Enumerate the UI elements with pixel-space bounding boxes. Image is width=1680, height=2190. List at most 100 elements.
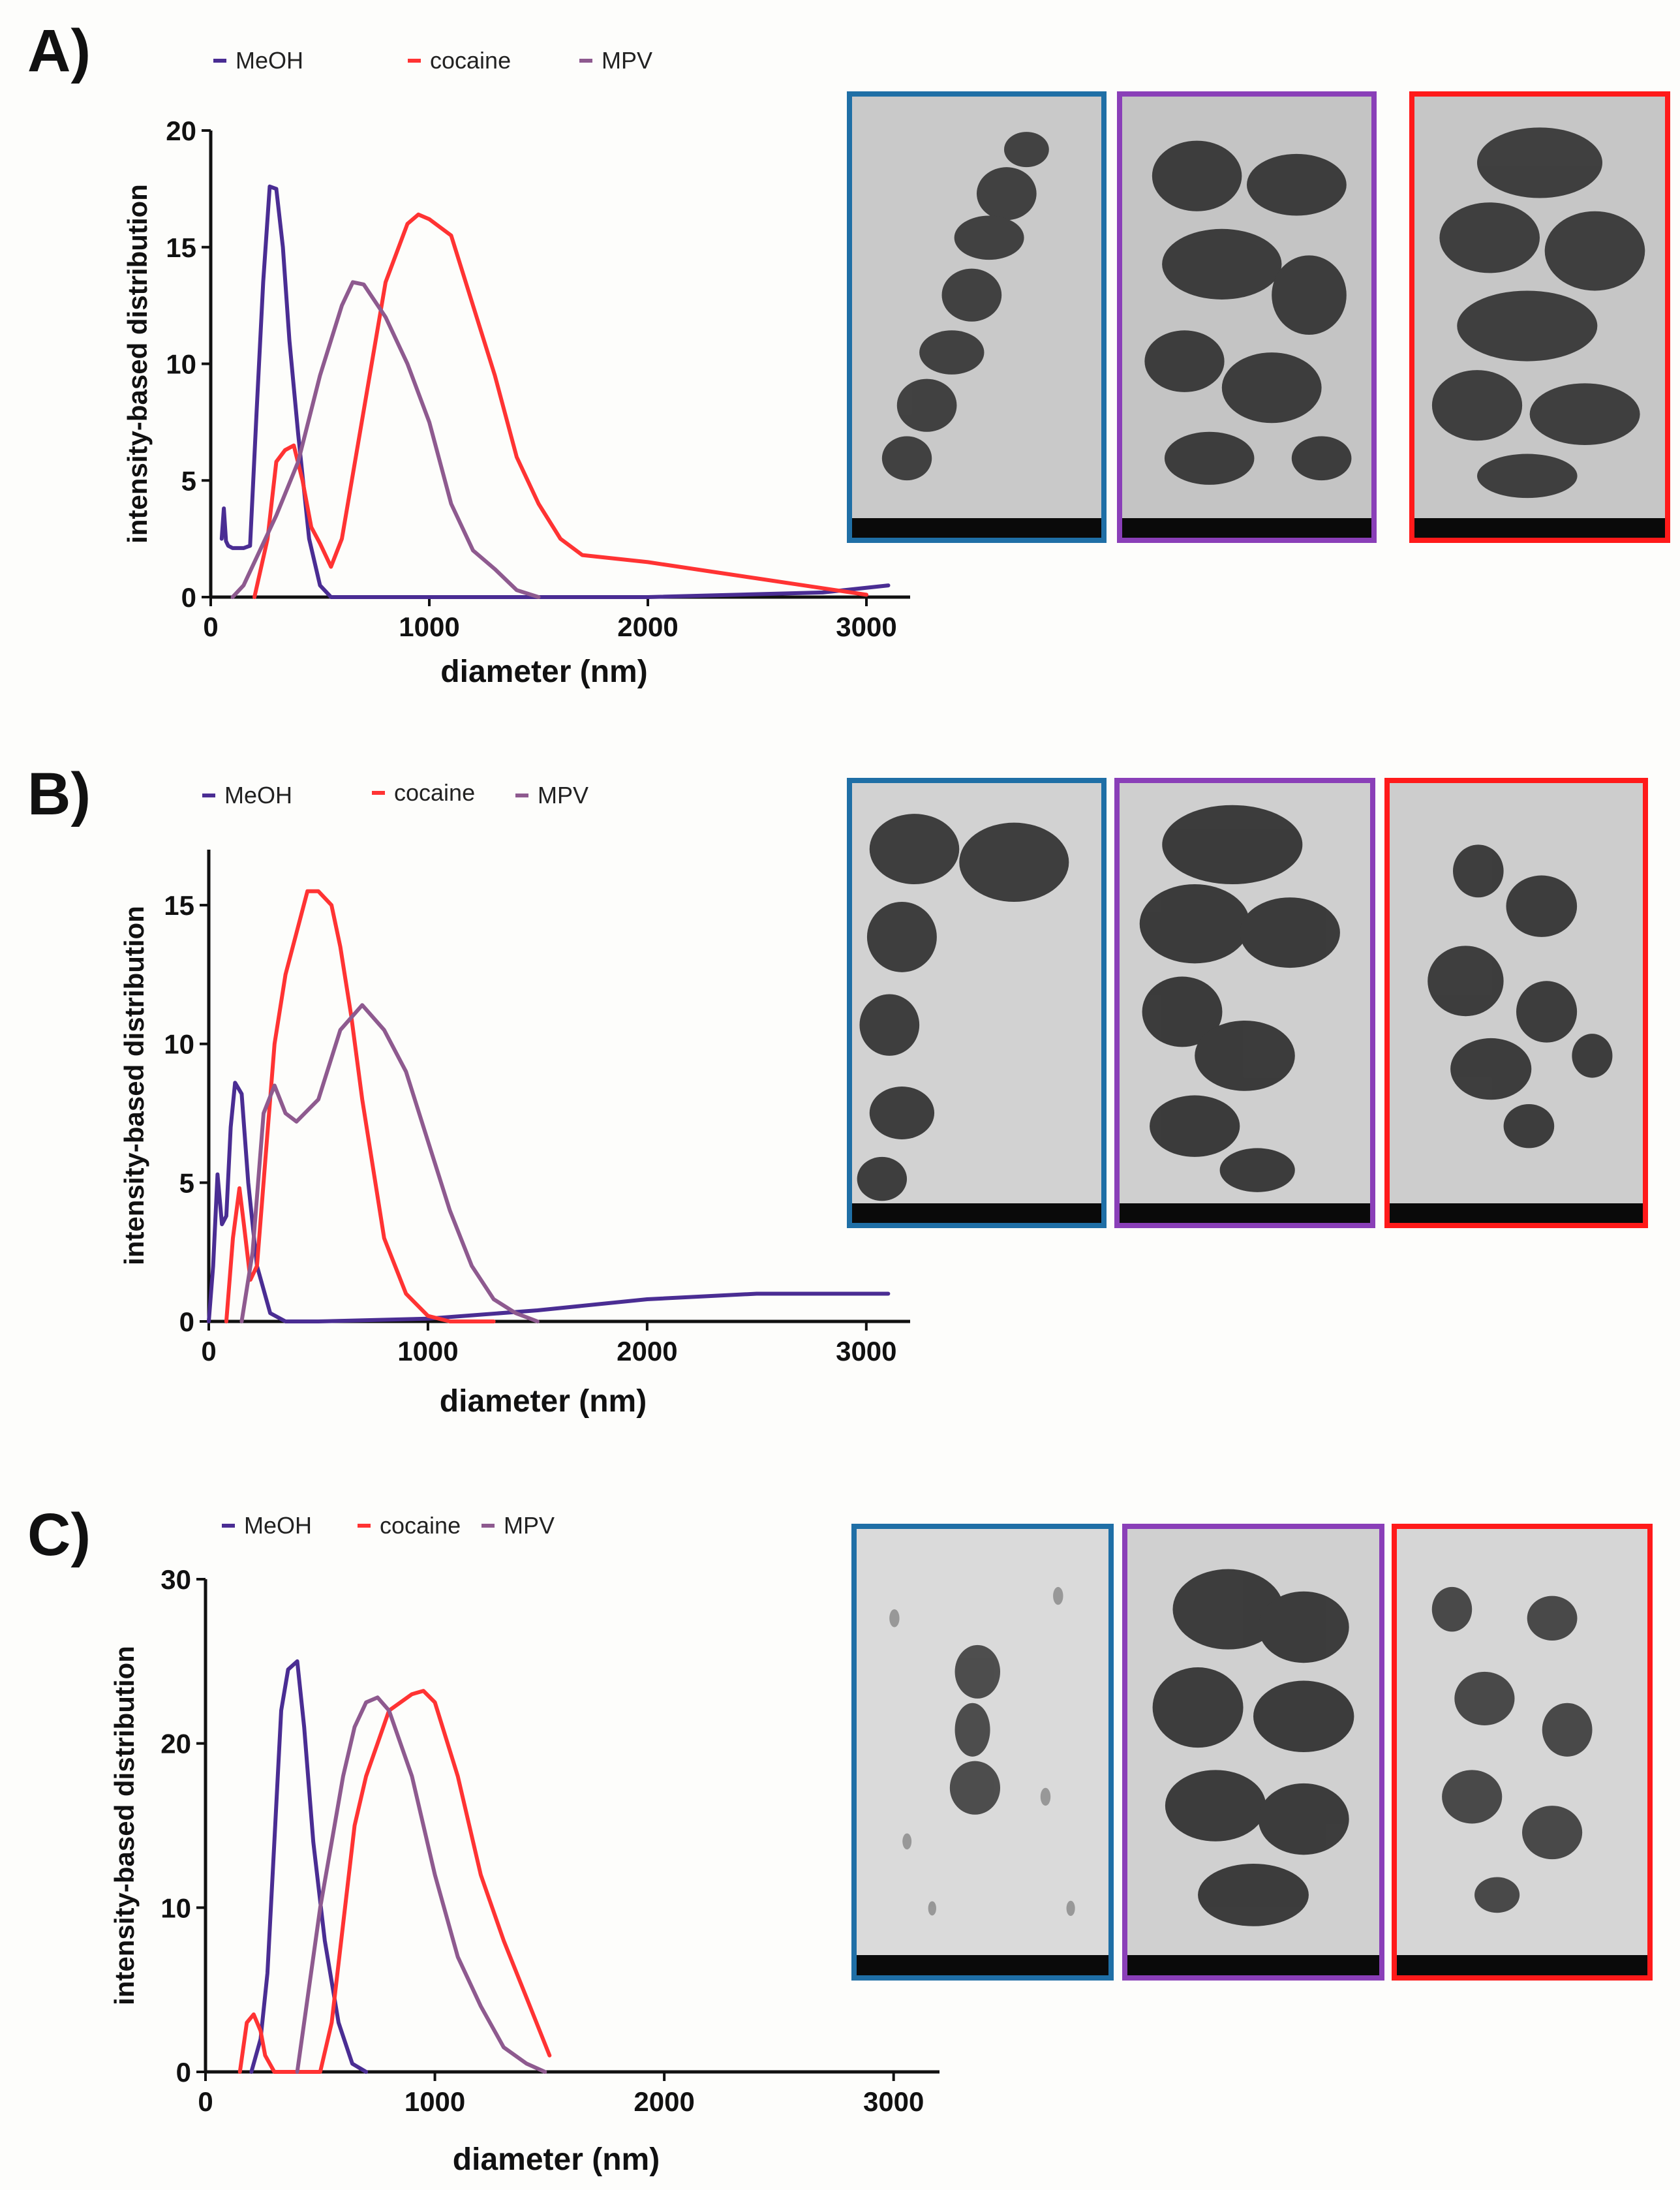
y-tick-label: 20 [166, 116, 196, 146]
y-tick-label: 10 [166, 349, 196, 380]
x-tick-label: 2000 [617, 1336, 677, 1366]
tem-image-mpv-a [1117, 91, 1377, 543]
tem-micrograph [857, 1529, 1108, 1975]
legend-swatch [358, 1524, 371, 1528]
series-line-mpv [239, 1003, 540, 1323]
x-tick-label: 1000 [397, 1336, 458, 1366]
series-line-cocaine [224, 889, 496, 1323]
tem-image-mpv-b [1114, 778, 1375, 1228]
scale-bar [1127, 1955, 1379, 1975]
x-tick-label: 3000 [836, 611, 896, 642]
tem-micrograph [1397, 1529, 1647, 1975]
y-tick-label: 10 [160, 1892, 191, 1923]
tem-image-cocaine-c [1392, 1524, 1653, 1981]
y-tick-label: 15 [166, 232, 196, 263]
legend-label: cocaine [380, 1512, 461, 1539]
legend-swatch [372, 791, 385, 795]
legend-swatch [515, 794, 528, 797]
x-tick-label: 3000 [836, 1336, 896, 1366]
x-tick-label: 2000 [617, 611, 678, 642]
tem-image-cocaine-a [1409, 91, 1670, 543]
size-distribution-chart-c: 0 10 20 30 0 1000 2000 3000 diameter (nm) intensi… [109, 1564, 939, 2177]
x-tick-label: 0 [201, 1336, 216, 1366]
x-tick-label: 2000 [634, 2086, 694, 2117]
legend-label: MeOH [224, 782, 293, 809]
legend-mpv-c: MPV [481, 1512, 555, 1539]
tem-image-meoh-b [847, 778, 1107, 1228]
legend-swatch [481, 1524, 495, 1528]
scale-bar [852, 1203, 1101, 1223]
series-line-meoh [249, 1659, 369, 2074]
x-axis-title: diameter (nm) [440, 1384, 647, 1419]
y-tick-label: 30 [160, 1564, 191, 1595]
y-tick-label: 15 [164, 890, 194, 921]
x-tick-label: 0 [198, 2086, 213, 2117]
size-distribution-chart-b: 0 5 10 15 0 1000 2000 3000 diameter (nm) intensit… [119, 850, 910, 1419]
y-tick-label: 0 [179, 1306, 194, 1337]
tem-image-mpv-c [1122, 1524, 1384, 1981]
tem-image-cocaine-b [1384, 778, 1648, 1228]
scale-bar [852, 517, 1101, 538]
y-tick-label: 5 [181, 465, 196, 496]
y-axis-title: intensity-based distribution [119, 906, 149, 1265]
legend-cocaine-c: cocaine [358, 1512, 461, 1539]
legend-swatch [579, 59, 592, 63]
x-tick-label: 1000 [399, 611, 459, 642]
x-tick-label: 3000 [863, 2086, 924, 2117]
legend-meoh-b: MeOH [202, 782, 292, 809]
legend-swatch [408, 59, 421, 63]
panel-label-c: C) [27, 1502, 91, 1568]
series-line-meoh [219, 184, 891, 599]
tem-micrograph [1414, 97, 1665, 538]
y-tick-label: 20 [160, 1729, 191, 1759]
y-tick-label: 10 [164, 1029, 194, 1060]
tem-micrograph [1390, 783, 1643, 1223]
size-distribution-chart-a: 0 5 10 15 20 0 1000 2000 3000 diameter (nm) intens… [122, 116, 910, 689]
tem-micrograph [1127, 1529, 1379, 1975]
scale-bar [1122, 517, 1371, 538]
y-axis-title: intensity-based distribution [109, 1646, 140, 2005]
y-axis-title: intensity-based distribution [122, 184, 153, 544]
scale-bar [1120, 1203, 1370, 1223]
legend-label: MeOH [236, 47, 304, 74]
series-line-cocaine [237, 1689, 552, 2074]
legend-label: MPV [504, 1512, 555, 1539]
y-tick-label: 0 [176, 2057, 191, 2088]
tem-micrograph [852, 97, 1101, 538]
series-line-mpv [295, 1695, 547, 2074]
x-axis-title: diameter (nm) [440, 655, 647, 689]
panel-label-b: B) [27, 761, 91, 827]
scale-bar [1397, 1955, 1647, 1975]
x-axis-title: diameter (nm) [453, 2142, 660, 2177]
legend-label: MPV [538, 782, 589, 809]
tem-image-meoh-c [851, 1524, 1114, 1981]
y-tick-label: 0 [181, 582, 196, 613]
series-line-mpv [230, 280, 541, 599]
tem-micrograph [852, 783, 1101, 1223]
legend-swatch [222, 1524, 235, 1528]
tem-micrograph [1120, 783, 1370, 1223]
panel-label-a: A) [27, 18, 91, 84]
legend-cocaine-a: cocaine [408, 47, 511, 74]
x-tick-label: 0 [203, 611, 218, 642]
series-line-meoh [207, 1081, 891, 1323]
legend-label: MPV [602, 47, 653, 74]
legend-meoh-c: MeOH [222, 1512, 312, 1539]
legend-swatch [202, 794, 215, 797]
series-line-cocaine [252, 212, 868, 599]
legend-label: cocaine [430, 47, 512, 74]
legend-mpv-b: MPV [515, 782, 588, 809]
tem-micrograph [1122, 97, 1371, 538]
legend-swatch [213, 59, 226, 63]
scale-bar [1390, 1203, 1643, 1223]
y-tick-label: 5 [179, 1167, 194, 1198]
legend-cocaine-b: cocaine [372, 779, 475, 807]
legend-meoh-a: MeOH [213, 47, 303, 74]
tem-image-meoh-a [847, 91, 1107, 543]
scale-bar [857, 1955, 1108, 1975]
legend-label: MeOH [244, 1512, 313, 1539]
scale-bar [1414, 517, 1665, 538]
legend-mpv-a: MPV [579, 47, 652, 74]
x-tick-label: 1000 [405, 2086, 465, 2117]
legend-label: cocaine [394, 779, 476, 806]
